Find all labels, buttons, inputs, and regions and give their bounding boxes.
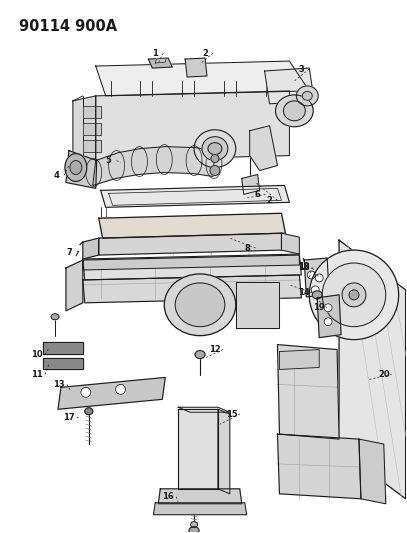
Polygon shape [249,126,278,171]
Ellipse shape [276,95,313,127]
Text: 4: 4 [53,171,59,180]
Polygon shape [153,503,247,515]
Text: 10: 10 [31,350,43,359]
Text: 3: 3 [298,64,304,74]
Polygon shape [282,233,299,254]
Text: 13: 13 [298,262,310,271]
Polygon shape [83,140,101,151]
Polygon shape [158,489,242,504]
Circle shape [324,318,332,326]
Circle shape [210,166,220,175]
Polygon shape [83,238,99,259]
Polygon shape [83,255,301,280]
Polygon shape [178,409,218,489]
Polygon shape [58,377,165,409]
Text: 12: 12 [209,345,221,354]
Polygon shape [317,295,341,337]
Polygon shape [99,233,282,255]
Ellipse shape [51,314,59,320]
Circle shape [349,290,359,300]
Ellipse shape [283,101,305,121]
Ellipse shape [296,86,318,106]
Text: 20: 20 [378,370,389,379]
Ellipse shape [175,283,225,327]
Ellipse shape [302,92,312,100]
Ellipse shape [164,274,236,336]
Polygon shape [83,106,101,118]
Polygon shape [83,254,299,270]
Ellipse shape [65,154,87,181]
Circle shape [307,271,315,279]
Text: 7: 7 [66,247,72,256]
Polygon shape [304,258,329,297]
Polygon shape [101,185,289,207]
Polygon shape [185,58,207,77]
Text: 8: 8 [245,244,251,253]
Ellipse shape [312,291,322,299]
Polygon shape [66,151,97,188]
Circle shape [315,274,323,282]
Ellipse shape [202,136,228,160]
Polygon shape [278,345,339,439]
Polygon shape [242,174,260,195]
Circle shape [116,384,125,394]
Ellipse shape [208,143,222,155]
Text: 11: 11 [31,370,43,379]
Polygon shape [96,91,289,160]
Polygon shape [66,260,83,311]
Polygon shape [149,58,172,68]
Text: 1: 1 [152,49,158,58]
Polygon shape [83,275,301,303]
Circle shape [311,286,319,294]
Polygon shape [218,409,230,494]
Polygon shape [265,68,314,104]
Polygon shape [236,282,280,328]
Text: 19: 19 [313,303,325,312]
Circle shape [211,155,219,163]
Polygon shape [73,96,96,166]
Text: 14: 14 [298,288,310,297]
Text: 2: 2 [202,49,208,58]
Ellipse shape [70,160,82,174]
Circle shape [81,387,91,397]
Text: 18: 18 [298,263,310,272]
Circle shape [324,304,332,312]
Text: 15: 15 [226,410,238,419]
Polygon shape [43,358,83,369]
Polygon shape [280,350,319,369]
Circle shape [309,250,399,340]
Text: 6: 6 [255,190,260,199]
Ellipse shape [190,522,197,528]
Polygon shape [83,123,101,135]
Polygon shape [96,61,309,96]
Ellipse shape [194,130,236,167]
Polygon shape [99,213,285,238]
Polygon shape [155,58,166,63]
Text: 5: 5 [106,156,112,165]
Text: 17: 17 [63,413,75,422]
Text: 90114 900A: 90114 900A [19,19,117,34]
Ellipse shape [85,408,93,415]
Text: 13: 13 [53,380,65,389]
Polygon shape [43,342,83,353]
Polygon shape [178,407,230,412]
Polygon shape [93,147,215,185]
Circle shape [322,263,386,327]
Polygon shape [278,434,361,499]
Polygon shape [359,439,386,504]
Polygon shape [339,240,406,499]
Ellipse shape [189,527,199,533]
Text: 2: 2 [267,196,272,205]
Text: 16: 16 [162,492,174,502]
Ellipse shape [195,351,205,359]
Circle shape [342,283,366,307]
